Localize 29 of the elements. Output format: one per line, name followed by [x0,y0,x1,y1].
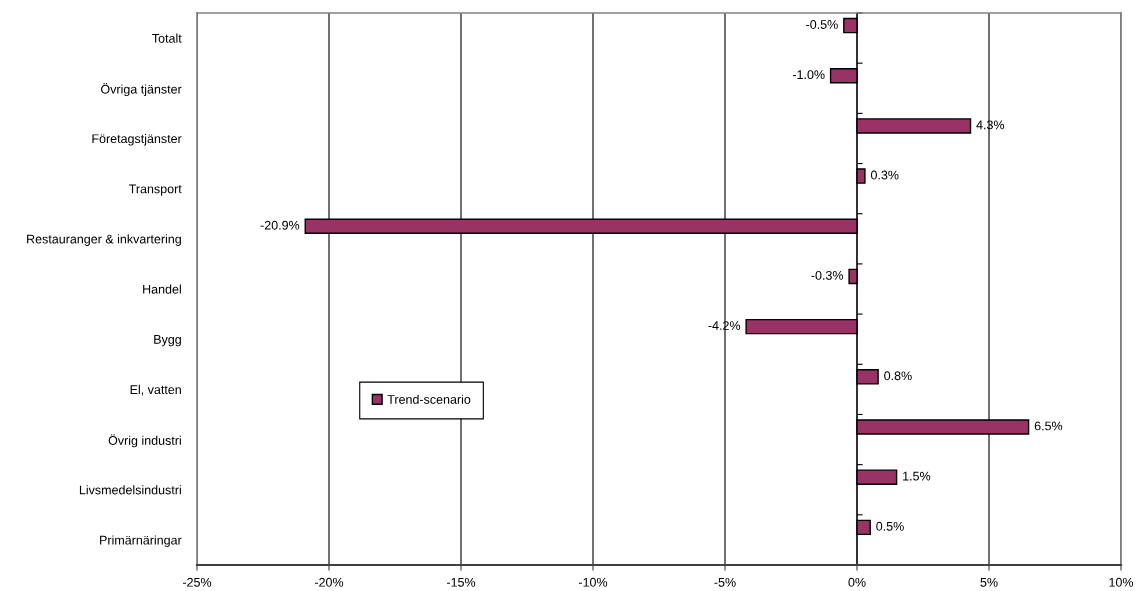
y-tick-label: Transport [128,184,182,196]
x-tick-label: 0% [848,577,866,587]
data-label: -1.0% [792,70,825,80]
x-tick-label: -10% [578,577,608,587]
x-tick-label: -20% [314,577,344,587]
data-label: -20.9% [260,220,300,230]
y-tick-label: Restauranger & inkvartering [27,234,181,246]
x-tick-label: 10% [1109,577,1134,587]
y-tick-label: Livsmedelsindustri [79,485,181,495]
y-tick-label: El, vatten [130,384,181,396]
x-tick-label: -25% [182,577,212,587]
y-tick-label: Bygg [154,335,181,347]
y-tick-label: Primärnäringar [100,535,182,548]
data-label: 1.5% [903,471,931,481]
data-label: 0.8% [884,371,912,381]
y-tick-label: Övrig industri [108,434,181,448]
data-label: 0.3% [870,170,899,180]
y-tick-label: Handel [143,284,181,294]
x-tick-label: -15% [446,577,476,587]
y-tick-label: Företagstjänster [92,133,182,146]
y-tick-label: Totalt [152,33,182,43]
x-tick-label: 5% [980,577,998,587]
data-label: 6.5% [1034,421,1063,431]
data-label: -0.3% [811,270,844,280]
data-label: 0.5% [876,521,904,531]
y-tick-label: Övriga tjänster [101,83,182,97]
x-tick-label: -5% [714,577,736,587]
legend-label: Trend-scenario [387,394,471,404]
data-label: -0.5% [806,20,838,29]
